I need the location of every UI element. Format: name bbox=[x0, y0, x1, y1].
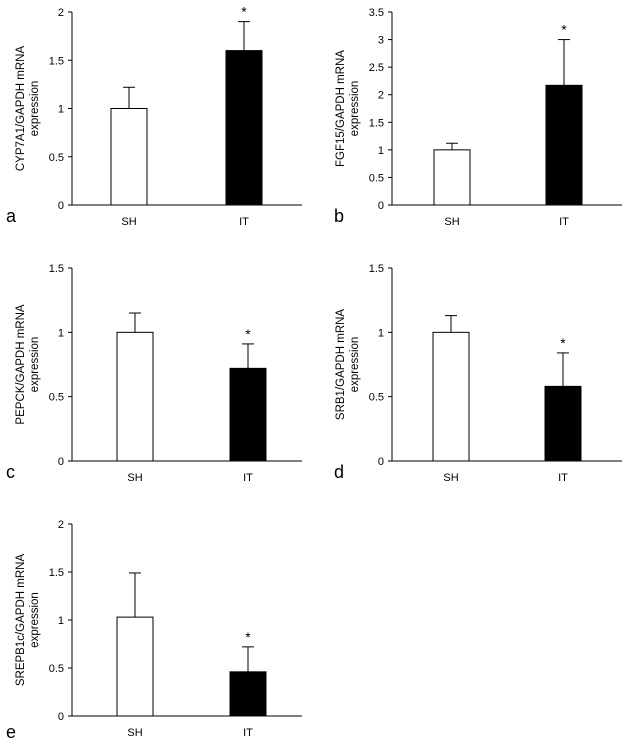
y-axis-title: CYP7A1/GAPDH mRNA bbox=[15, 46, 27, 172]
y-tick-label: 0.5 bbox=[49, 152, 64, 164]
chart-panel-b: 0 0.5 1 1.5 2 2.5 3 3.5 FGF15/GAPDH mRNA expressi… bbox=[334, 7, 622, 228]
panel-letter: a bbox=[6, 206, 17, 226]
y-axis-title: FGF15/GAPDH mRNA bbox=[335, 50, 347, 167]
x-category-label: SH bbox=[121, 216, 136, 228]
y-tick-label: 2 bbox=[58, 7, 64, 19]
bar-sh bbox=[116, 616, 154, 717]
bar-it bbox=[544, 385, 582, 462]
bar-it bbox=[229, 367, 267, 462]
bar-sh bbox=[432, 331, 470, 462]
bar-it bbox=[225, 50, 263, 206]
chart-panel-c: 0 0.5 1 1.5 PEPCK/GAPDH mRNA expression SH * IT c bbox=[6, 263, 302, 484]
x-category-label: IT bbox=[243, 727, 253, 739]
y-axis-title: expression bbox=[29, 81, 41, 137]
y-tick-label: 1.5 bbox=[49, 567, 64, 579]
y-tick-label: 3 bbox=[378, 35, 384, 47]
x-category-label: IT bbox=[558, 472, 568, 484]
y-axis-title: SREPB1c/GAPDH mRNA bbox=[15, 554, 27, 687]
bar-sh bbox=[116, 331, 154, 462]
y-tick-label: 0.5 bbox=[49, 663, 64, 675]
x-category-label: SH bbox=[127, 727, 142, 739]
y-tick-label: 0 bbox=[58, 456, 64, 468]
bar-it bbox=[545, 84, 583, 206]
y-tick-label: 1 bbox=[378, 145, 384, 157]
panel-letter: b bbox=[334, 206, 344, 226]
y-axis-title: SRB1/GAPDH mRNA bbox=[335, 309, 347, 421]
x-category-label: IT bbox=[239, 216, 249, 228]
chart-panel-d: 0 0.5 1 1.5 SRB1/GAPDH mRNA expression SH * IT d bbox=[334, 263, 622, 484]
significance-marker: * bbox=[245, 629, 251, 645]
bar-sh bbox=[433, 149, 471, 206]
y-tick-label: 1 bbox=[58, 615, 64, 627]
significance-marker: * bbox=[241, 4, 247, 20]
chart-panel-e: 0 0.5 1 1.5 2 SREPB1c/GAPDH mRNA expression SH *… bbox=[6, 519, 302, 742]
y-tick-label: 0.5 bbox=[49, 392, 64, 404]
y-tick-label: 0 bbox=[58, 200, 64, 212]
y-tick-label: 3.5 bbox=[369, 7, 384, 19]
y-tick-label: 2.5 bbox=[369, 62, 384, 74]
panel-letter: d bbox=[334, 462, 344, 482]
y-tick-label: 2 bbox=[58, 519, 64, 531]
y-tick-label: 1 bbox=[378, 327, 384, 339]
significance-marker: * bbox=[561, 22, 567, 38]
x-category-label: SH bbox=[443, 472, 458, 484]
y-axis-title: expression bbox=[29, 337, 41, 393]
y-tick-label: 1.5 bbox=[369, 263, 384, 275]
y-tick-label: 2 bbox=[378, 90, 384, 102]
y-axis-title: expression bbox=[29, 592, 41, 648]
bar-it bbox=[229, 671, 267, 717]
y-tick-label: 1 bbox=[58, 104, 64, 116]
y-tick-label: 0 bbox=[58, 711, 64, 723]
y-axis-title: expression bbox=[349, 337, 361, 393]
y-tick-label: 1.5 bbox=[49, 55, 64, 67]
y-tick-label: 0.5 bbox=[369, 172, 384, 184]
panel-letter: c bbox=[6, 462, 15, 482]
panel-letter: e bbox=[6, 722, 16, 742]
chart-panel-a: 0 0.5 1 1.5 2 CYP7A1/GAPDH mRNA expression SH * I… bbox=[6, 4, 302, 228]
y-tick-label: 1.5 bbox=[369, 117, 384, 129]
x-category-label: IT bbox=[559, 216, 569, 228]
x-category-label: IT bbox=[243, 472, 253, 484]
y-tick-label: 1.5 bbox=[49, 263, 64, 275]
x-category-label: SH bbox=[127, 472, 142, 484]
y-tick-label: 1 bbox=[58, 327, 64, 339]
y-axis-title: expression bbox=[349, 81, 361, 137]
x-category-label: SH bbox=[444, 216, 459, 228]
significance-marker: * bbox=[245, 326, 251, 342]
y-axis-title: PEPCK/GAPDH mRNA bbox=[15, 304, 27, 424]
y-tick-label: 0 bbox=[378, 456, 384, 468]
bar-sh bbox=[110, 108, 148, 206]
y-tick-label: 0.5 bbox=[369, 392, 384, 404]
y-tick-label: 0 bbox=[378, 200, 384, 212]
significance-marker: * bbox=[560, 335, 566, 351]
